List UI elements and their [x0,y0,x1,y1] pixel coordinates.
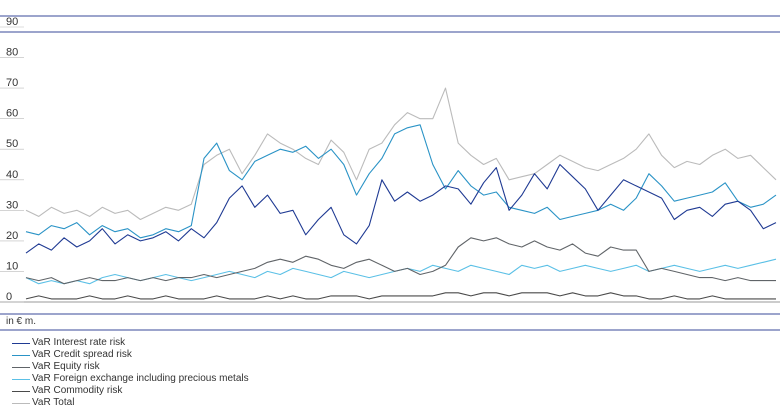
legend-label: VaR Commodity risk [32,385,123,396]
legend-label: VaR Interest rate risk [32,337,126,348]
y-tick-label: 20 [6,230,18,242]
legend: VaR Interest rate risk VaR Credit spread … [12,337,249,409]
legend-item: VaR Commodity risk [12,385,249,397]
chart-frame [0,15,780,331]
legend-item: VaR Credit spread risk [12,349,249,361]
legend-item: VaR Interest rate risk [12,337,249,349]
y-tick-label: 50 [6,138,18,150]
legend-item: VaR Foreign exchange including precious … [12,373,249,385]
y-tick-label: 0 [6,291,12,303]
legend-swatch [12,366,30,368]
unit-label: in € m. [6,316,37,327]
legend-label: VaR Foreign exchange including precious … [32,373,249,384]
y-tick-label: 10 [6,260,18,272]
legend-label: VaR Credit spread risk [32,349,132,360]
legend-label: VaR Total [32,397,75,408]
series-layer [25,87,777,300]
legend-swatch [12,402,30,404]
legend-swatch [12,390,30,392]
series-line-4 [25,292,776,300]
y-tick-label: 70 [6,77,18,89]
series-line-0 [25,163,777,254]
y-tick-label: 60 [6,108,18,120]
y-axis: 0 10 20 30 40 50 60 70 80 90 [0,16,780,303]
y-tick-label: 80 [6,47,18,59]
legend-item: VaR Total [12,397,249,409]
y-tick-label: 40 [6,169,18,181]
y-tick-label: 90 [6,16,18,28]
legend-label: VaR Equity risk [32,361,100,372]
series-line-5 [25,87,777,221]
legend-swatch [12,342,30,344]
series-line-1 [25,124,777,239]
legend-swatch [12,354,30,356]
legend-item: VaR Equity risk [12,361,249,373]
legend-swatch [12,378,30,380]
y-tick-label: 30 [6,199,18,211]
series-line-2 [25,237,776,285]
